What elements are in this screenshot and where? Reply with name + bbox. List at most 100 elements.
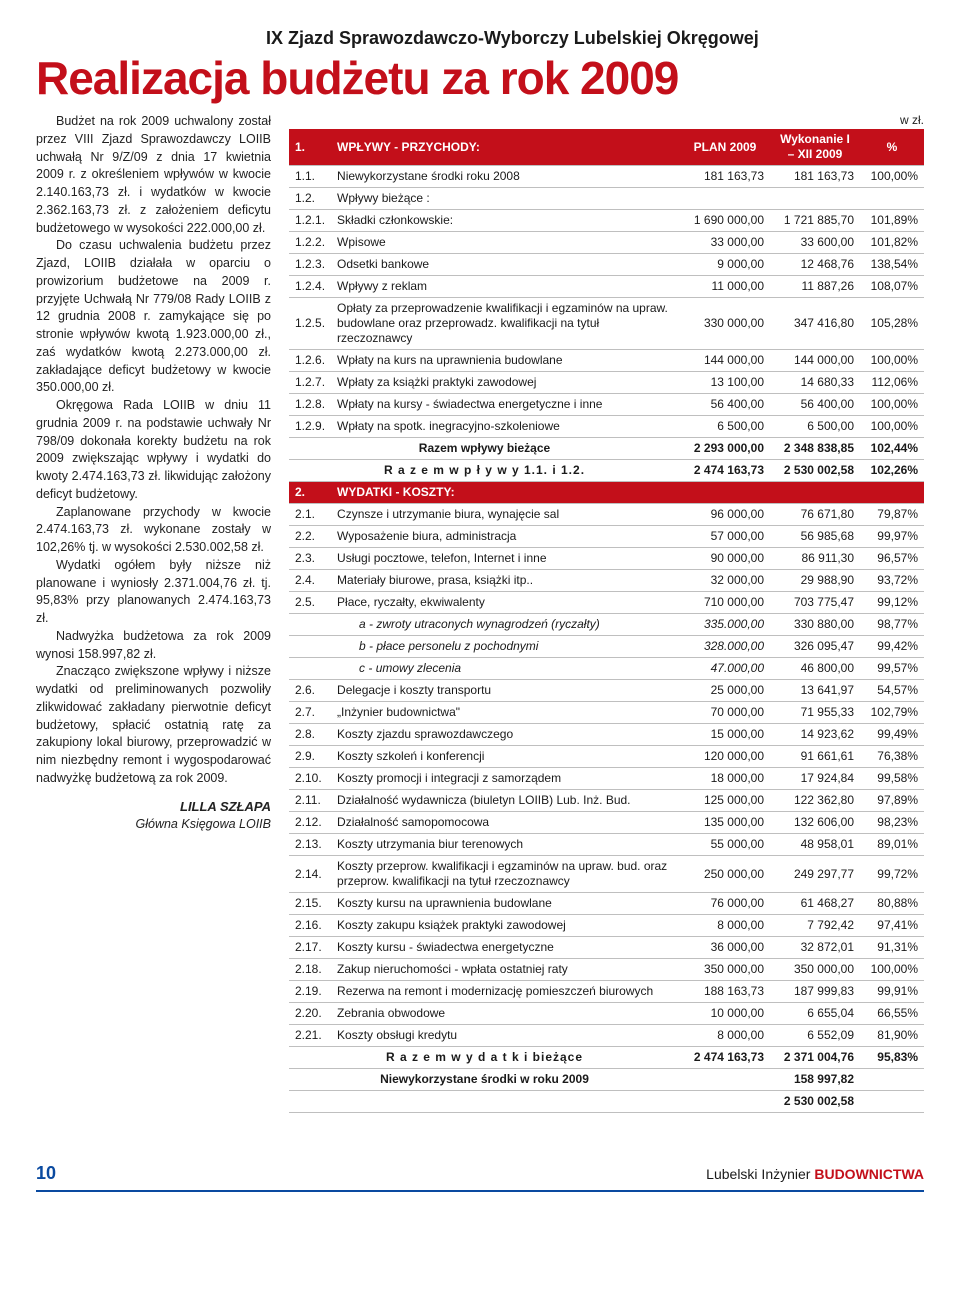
cell-pct: 138,54% xyxy=(860,254,924,276)
cell-label: WYDATKI - KOSZTY: xyxy=(331,482,924,504)
table-sub-row: c - umowy zlecenia47.000,0046 800,0099,5… xyxy=(289,658,924,680)
page-number: 10 xyxy=(36,1163,56,1184)
table-sub-row: b - płace personelu z pochodnymi328.000,… xyxy=(289,636,924,658)
cell-pct: 99,57% xyxy=(860,658,924,680)
cell-code: 1.2.7. xyxy=(289,372,331,394)
cell-plan: 144 000,00 xyxy=(680,350,770,372)
cell-exec: 91 661,61 xyxy=(770,746,860,768)
cell-label: Koszty kursu na uprawnienia budowlane xyxy=(331,893,680,915)
cell-exec: 2 530 002,58 xyxy=(770,1091,860,1113)
article-body: Budżet na rok 2009 uchwalony został prze… xyxy=(36,113,271,1113)
cell-pct xyxy=(860,1069,924,1091)
cell-pct: 98,77% xyxy=(860,614,924,636)
cell-label: Zebrania obwodowe xyxy=(331,1003,680,1025)
cell-exec: 33 600,00 xyxy=(770,232,860,254)
cell-code: 2.12. xyxy=(289,812,331,834)
cell-pct: 102,26% xyxy=(860,460,924,482)
cell-plan: 11 000,00 xyxy=(680,276,770,298)
table-row: 2.9.Koszty szkoleń i konferencji120 000,… xyxy=(289,746,924,768)
cell-plan: 33 000,00 xyxy=(680,232,770,254)
cell-pct: 80,88% xyxy=(860,893,924,915)
cell-label: Koszty zakupu książek praktyki zawodowej xyxy=(331,915,680,937)
cell-pct: 93,72% xyxy=(860,570,924,592)
table-row: 1.2.5.Opłaty za przeprowadzenie kwalifik… xyxy=(289,298,924,350)
cell-code xyxy=(289,658,331,680)
cell-exec: 703 775,47 xyxy=(770,592,860,614)
cell-plan: 250 000,00 xyxy=(680,856,770,893)
table-row: 2.12.Działalność samopomocowa135 000,001… xyxy=(289,812,924,834)
table-row: 2.20.Zebrania obwodowe10 000,006 655,046… xyxy=(289,1003,924,1025)
table-row: 2.21.Koszty obsługi kredytu8 000,006 552… xyxy=(289,1025,924,1047)
table-row: 2.7.„Inżynier budownictwa"70 000,0071 95… xyxy=(289,702,924,724)
cell-exec: 326 095,47 xyxy=(770,636,860,658)
table-sum-row: R a z e m w y d a t k i bieżące2 474 163… xyxy=(289,1047,924,1069)
table-row: 2.1.Czynsze i utrzymanie biura, wynajęci… xyxy=(289,504,924,526)
cell-plan xyxy=(680,1069,770,1091)
cell-code: 2.16. xyxy=(289,915,331,937)
th-pct: % xyxy=(860,129,924,166)
cell-label: Koszty przeprow. kwalifikacji i egzaminó… xyxy=(331,856,680,893)
cell-plan: 2 293 000,00 xyxy=(680,438,770,460)
cell-exec: 347 416,80 xyxy=(770,298,860,350)
cell-label: Wpłaty na spotk. inegracyjno-szkoleniowe xyxy=(331,416,680,438)
cell-pct: 99,58% xyxy=(860,768,924,790)
cell-code: 2.2. xyxy=(289,526,331,548)
cell-label: Wpłaty na kursy - świadectwa energetyczn… xyxy=(331,394,680,416)
table-row: 2.5.Płace, ryczałty, ekwiwalenty710 000,… xyxy=(289,592,924,614)
kicker: IX Zjazd Sprawozdawczo-Wyborczy Lubelski… xyxy=(36,28,924,49)
table-row: 2.17.Koszty kursu - świadectwa energetyc… xyxy=(289,937,924,959)
cell-pct: 91,31% xyxy=(860,937,924,959)
table-row: 1.2.3.Odsetki bankowe9 000,0012 468,7613… xyxy=(289,254,924,276)
table-sum-row: Razem wpływy bieżące2 293 000,002 348 83… xyxy=(289,438,924,460)
table-row: 2.2.Wyposażenie biura, administracja57 0… xyxy=(289,526,924,548)
cell-code xyxy=(289,614,331,636)
cell-pct: 102,44% xyxy=(860,438,924,460)
cell-exec: 11 887,26 xyxy=(770,276,860,298)
cell-plan: 76 000,00 xyxy=(680,893,770,915)
table-sum-row: R a z e m w p ł y w y 1.1. i 1.2.2 474 1… xyxy=(289,460,924,482)
article-p4: Zaplanowane przychody w kwocie 2.474.163… xyxy=(36,504,271,557)
table-row: 2.16.Koszty zakupu książek praktyki zawo… xyxy=(289,915,924,937)
cell-exec: 76 671,80 xyxy=(770,504,860,526)
th-code: 1. xyxy=(289,129,331,166)
cell-label: Płace, ryczałty, ekwiwalenty xyxy=(331,592,680,614)
cell-label: Działalność wydawnicza (biuletyn LOIIB) … xyxy=(331,790,680,812)
cell-exec: 330 880,00 xyxy=(770,614,860,636)
article-p5: Wydatki ogółem były niższe niż planowane… xyxy=(36,557,271,628)
cell-plan: 57 000,00 xyxy=(680,526,770,548)
cell-code: 2.9. xyxy=(289,746,331,768)
cell-label: Czynsze i utrzymanie biura, wynajęcie sa… xyxy=(331,504,680,526)
article-p7: Znacząco zwiększone wpływy i niższe wyda… xyxy=(36,663,271,787)
cell-label: Usługi pocztowe, telefon, Internet i inn… xyxy=(331,548,680,570)
cell-label: Wyposażenie biura, administracja xyxy=(331,526,680,548)
cell-plan: 125 000,00 xyxy=(680,790,770,812)
cell-code: 1.2.4. xyxy=(289,276,331,298)
cell-exec: 2 348 838,85 xyxy=(770,438,860,460)
unit-label: w zł. xyxy=(289,113,924,127)
cell-plan: 120 000,00 xyxy=(680,746,770,768)
cell-plan: 96 000,00 xyxy=(680,504,770,526)
cell-label: Zakup nieruchomości - wpłata ostatniej r… xyxy=(331,959,680,981)
cell-exec: 1 721 885,70 xyxy=(770,210,860,232)
cell-plan: 10 000,00 xyxy=(680,1003,770,1025)
cell-pct: 76,38% xyxy=(860,746,924,768)
cell-plan: 335.000,00 xyxy=(680,614,770,636)
cell-label: Koszty utrzymania biur terenowych xyxy=(331,834,680,856)
cell-code: 2.11. xyxy=(289,790,331,812)
cell-exec xyxy=(770,188,860,210)
cell-code: 2.6. xyxy=(289,680,331,702)
cell-label: Składki członkowskie: xyxy=(331,210,680,232)
cell-plan: 2 474 163,73 xyxy=(680,460,770,482)
cell-label: Materiały biurowe, prasa, książki itp.. xyxy=(331,570,680,592)
table-row: 1.2.2.Wpisowe33 000,0033 600,00101,82% xyxy=(289,232,924,254)
table-row: 1.1.Niewykorzystane środki roku 2008181 … xyxy=(289,166,924,188)
cell-exec: 56 985,68 xyxy=(770,526,860,548)
cell-label: b - płace personelu z pochodnymi xyxy=(331,636,680,658)
cell-code: 2.5. xyxy=(289,592,331,614)
footer-brand: Lubelski Inżynier BUDOWNICTWA xyxy=(706,1166,924,1182)
cell-exec: 14 680,33 xyxy=(770,372,860,394)
th-plan: PLAN 2009 xyxy=(680,129,770,166)
cell-exec: 7 792,42 xyxy=(770,915,860,937)
cell-plan: 47.000,00 xyxy=(680,658,770,680)
cell-pct: 54,57% xyxy=(860,680,924,702)
